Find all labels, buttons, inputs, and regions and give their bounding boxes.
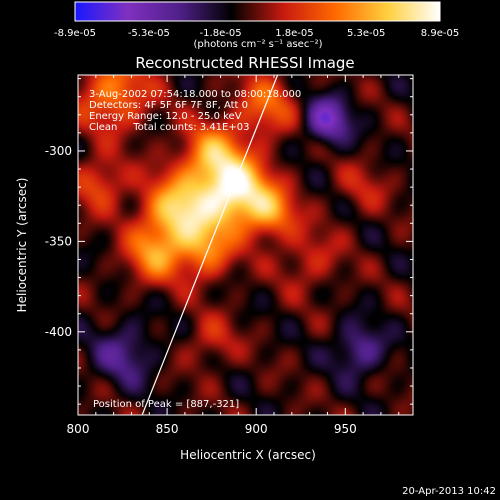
colorbar-tick-label: -1.8e-05	[200, 28, 242, 39]
annotation-energy: Energy Range: 12.0 - 25.0 keV	[89, 111, 242, 122]
y-tick-label: -400	[45, 325, 72, 339]
colorbar-tick-label: 8.9e-05	[421, 28, 459, 39]
heatmap: 3-Aug-2002 07:54:18.000 to 08:00:18.000 …	[78, 75, 413, 415]
heatmap-image	[78, 75, 413, 415]
chart-title: Reconstructed RHESSI Image	[135, 54, 354, 72]
x-axis-label: Heliocentric X (arcsec)	[180, 448, 316, 462]
timestamp: 20-Apr-2013 10:42	[402, 486, 496, 497]
colorbar-unit-label: (photons cm⁻² s⁻¹ asec⁻²)	[193, 39, 322, 50]
colorbar-tick-label: -8.9e-05	[54, 28, 96, 39]
plot-frame	[77, 74, 414, 416]
colorbar-tick-label: 1.8e-05	[275, 28, 313, 39]
axis-ticks: 800 850 900 950 -300 -350 -400	[45, 75, 413, 436]
solar-limb-line	[141, 75, 279, 415]
x-tick-label: 900	[245, 422, 268, 436]
annotation-counts: Clean Total counts: 3.41E+03	[89, 122, 249, 133]
colorbar	[74, 1, 441, 22]
y-tick-label: -350	[45, 234, 72, 248]
y-tick-label: -300	[45, 144, 72, 158]
y-axis-label: Heliocentric Y (arcsec)	[15, 178, 29, 313]
annotation-detectors: Detectors: 4F 5F 6F 7F 8F, Att 0	[89, 100, 248, 111]
colorbar-tick-label: 5.3e-05	[347, 28, 385, 39]
x-tick-label: 800	[67, 422, 90, 436]
colorbar-ticks: -8.9e-05 -5.3e-05 -1.8e-05 1.8e-05 5.3e-05 8.…	[54, 28, 459, 39]
annotation-time: 3-Aug-2002 07:54:18.000 to 08:00:18.000	[89, 89, 301, 100]
colorbar-tick-label: -5.3e-05	[128, 28, 170, 39]
x-tick-label: 850	[156, 422, 179, 436]
peak-label: Position of Peak = [887,-321]	[93, 399, 239, 410]
x-tick-label: 950	[334, 422, 357, 436]
